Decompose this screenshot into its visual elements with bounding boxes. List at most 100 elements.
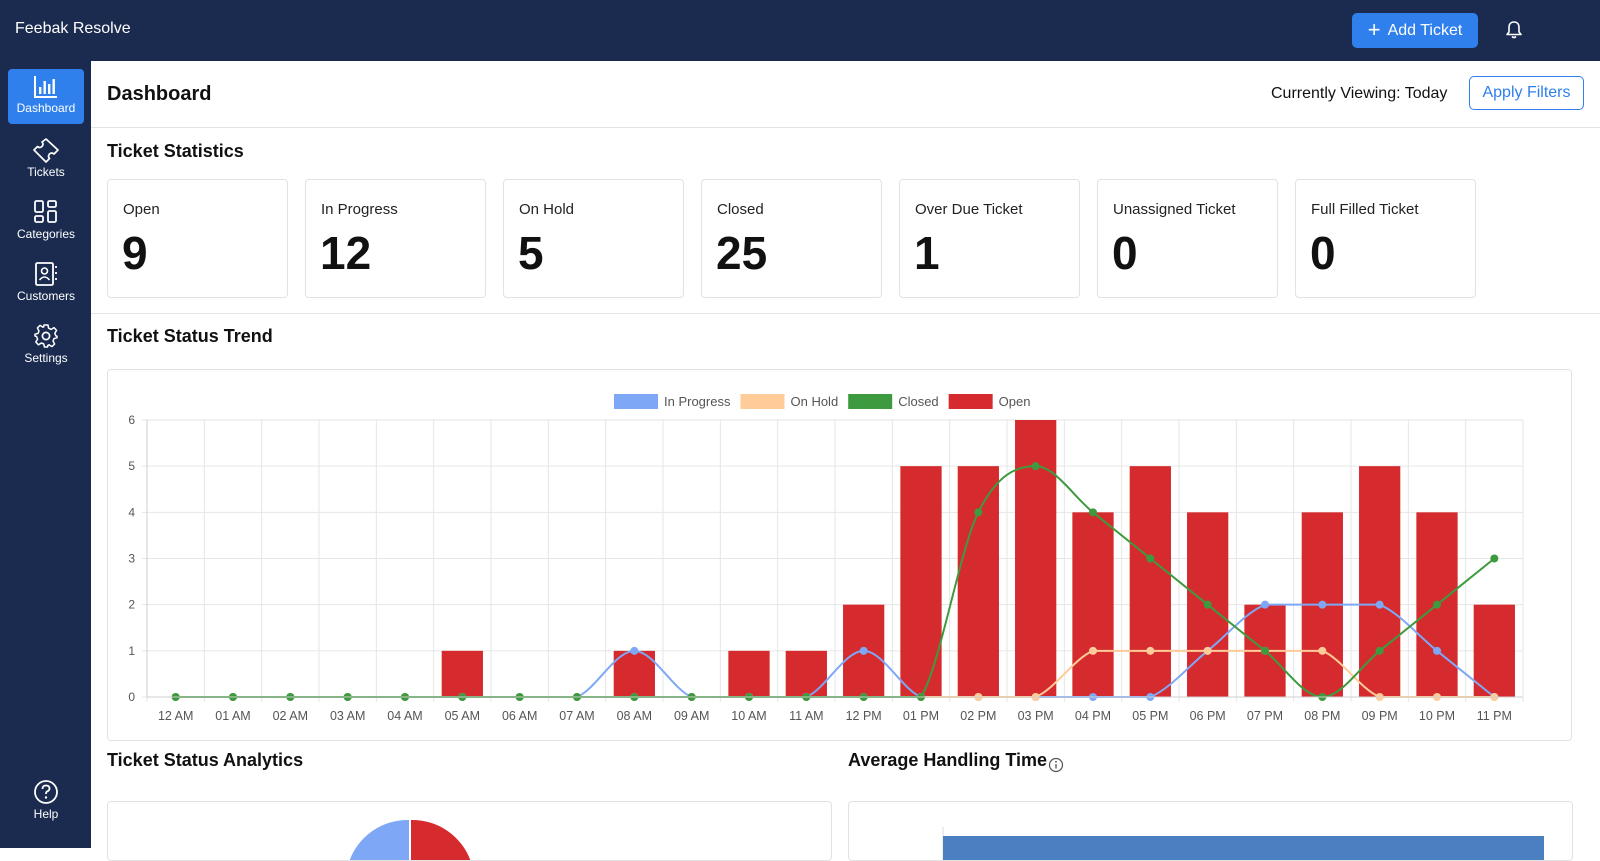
stat-card-closed[interactable]: Closed 25: [701, 179, 882, 298]
sidebar-item-dashboard[interactable]: Dashboard: [8, 69, 84, 124]
point-in-progress: [859, 646, 868, 655]
stat-value: 0: [1310, 227, 1336, 279]
sidebar-item-tickets[interactable]: Tickets: [8, 131, 84, 186]
point-in-progress: [1375, 600, 1384, 609]
bar-open: [957, 466, 999, 697]
sidebar-item-label: Dashboard: [16, 101, 76, 115]
sidebar-item-label: Customers: [16, 289, 75, 303]
contact-book-icon: [35, 262, 57, 286]
x-tick-label: 10 AM: [731, 709, 766, 723]
point-closed: [1375, 646, 1384, 655]
point-closed: [1490, 554, 1499, 563]
divider: [91, 127, 1600, 128]
info-icon[interactable]: [1048, 757, 1064, 773]
x-tick-label: 08 PM: [1304, 709, 1340, 723]
point-in-progress: [1318, 600, 1327, 609]
point-in-progress: [630, 646, 639, 655]
stat-value: 1: [914, 227, 940, 279]
bar-open: [1359, 466, 1401, 697]
y-tick-label: 5: [128, 459, 135, 473]
stat-card-on-hold[interactable]: On Hold 5: [503, 179, 684, 298]
point-in-progress: [1261, 600, 1269, 609]
handling-time-chart: [942, 827, 1544, 860]
x-tick-label: 02 AM: [273, 709, 308, 723]
stat-label: Full Filled Ticket: [1311, 201, 1419, 218]
sidebar-item-label: Settings: [24, 351, 68, 365]
stat-card-in-progress[interactable]: In Progress 12: [305, 179, 486, 298]
legend-label-on-hold: On Hold: [790, 394, 838, 409]
help-button[interactable]: Help: [8, 779, 84, 829]
stat-label: In Progress: [321, 201, 398, 218]
legend-label-in-progress: In Progress: [664, 394, 731, 409]
sidebar: Dashboard Tickets Categories Customers S…: [0, 61, 91, 848]
apply-filters-button[interactable]: Apply Filters: [1469, 76, 1584, 110]
page-title: Dashboard: [107, 83, 212, 105]
x-tick-label: 02 PM: [960, 709, 996, 723]
x-tick-label: 08 AM: [617, 709, 652, 723]
grid-icon: [34, 200, 57, 223]
stat-label: Unassigned Ticket: [1113, 201, 1236, 218]
handling-time-card: [848, 801, 1573, 861]
x-tick-label: 01 PM: [903, 709, 939, 723]
x-tick-label: 12 AM: [158, 709, 193, 723]
stat-label: Over Due Ticket: [915, 201, 1023, 218]
stat-value: 25: [716, 227, 768, 279]
stat-value: 12: [320, 227, 372, 279]
point-on-hold: [1089, 646, 1097, 655]
stat-card-fulfilled[interactable]: Full Filled Ticket 0: [1295, 179, 1476, 298]
legend-swatch-in-progress: [614, 394, 658, 409]
sidebar-item-label: Tickets: [27, 165, 65, 179]
x-tick-label: 05 PM: [1132, 709, 1168, 723]
sidebar-item-settings[interactable]: Settings: [8, 317, 84, 372]
y-tick-label: 0: [128, 690, 135, 704]
stat-card-open[interactable]: Open 9: [107, 179, 288, 298]
bar-open: [441, 650, 483, 697]
trend-chart-card: 0 1 2 3 4 5 6 12 AM 01 AM 02 AM 03 AM 04 AM 05 AM 06 …: [107, 369, 1572, 741]
x-tick-label: 04 PM: [1075, 709, 1111, 723]
bar-open: [1072, 512, 1114, 697]
x-tick-label: 09 AM: [674, 709, 709, 723]
x-tick-label: 10 PM: [1419, 709, 1455, 723]
point-in-progress: [1433, 646, 1441, 655]
sidebar-item-customers[interactable]: Customers: [8, 255, 84, 310]
stat-value: 9: [122, 227, 148, 279]
pie-slice-in-progress: [349, 819, 410, 860]
status-pie-chart: [349, 816, 471, 860]
bar-open: [613, 650, 655, 697]
status-analytics-card: [107, 801, 832, 861]
bell-icon[interactable]: [1505, 20, 1525, 40]
stat-card-unassigned[interactable]: Unassigned Ticket 0: [1097, 179, 1278, 298]
add-ticket-label: Add Ticket: [1387, 21, 1463, 39]
y-tick-label: 2: [128, 598, 135, 612]
x-tick-label: 07 AM: [559, 709, 594, 723]
y-tick-label: 3: [128, 552, 135, 566]
x-tick-label: 11 AM: [789, 709, 824, 723]
stat-label: Open: [123, 201, 160, 218]
main-content: Dashboard Currently Viewing: Today Apply…: [91, 61, 1600, 861]
x-tick-label: 03 PM: [1018, 709, 1054, 723]
gear-icon: [34, 324, 58, 348]
y-tick-label: 4: [128, 505, 135, 519]
stat-label: On Hold: [519, 201, 575, 218]
x-tick-label: 06 PM: [1190, 709, 1226, 723]
point-closed: [1089, 508, 1097, 517]
x-tick-label: 11 PM: [1477, 709, 1512, 723]
x-tick-label: 05 AM: [445, 709, 480, 723]
point-on-hold: [1203, 646, 1212, 655]
plus-icon: +: [1367, 16, 1381, 42]
stat-card-overdue[interactable]: Over Due Ticket 1: [899, 179, 1080, 298]
point-closed: [974, 508, 983, 517]
bar-open: [1129, 466, 1171, 697]
y-tick-label: 1: [128, 644, 135, 658]
ticket-status-analytics-title: Ticket Status Analytics: [107, 750, 304, 770]
x-tick-label: 04 AM: [387, 709, 422, 723]
point-closed: [1031, 462, 1040, 471]
stat-value: 0: [1112, 227, 1138, 279]
add-ticket-button[interactable]: + Add Ticket: [1352, 13, 1478, 48]
sidebar-item-categories[interactable]: Categories: [8, 193, 84, 248]
sidebar-item-label: Categories: [16, 227, 76, 241]
bar-open: [1015, 420, 1057, 697]
bar-open: [900, 466, 942, 697]
ticket-statistics-title: Ticket Statistics: [107, 141, 244, 161]
average-handling-time-title: Average Handling Time: [848, 750, 1048, 770]
